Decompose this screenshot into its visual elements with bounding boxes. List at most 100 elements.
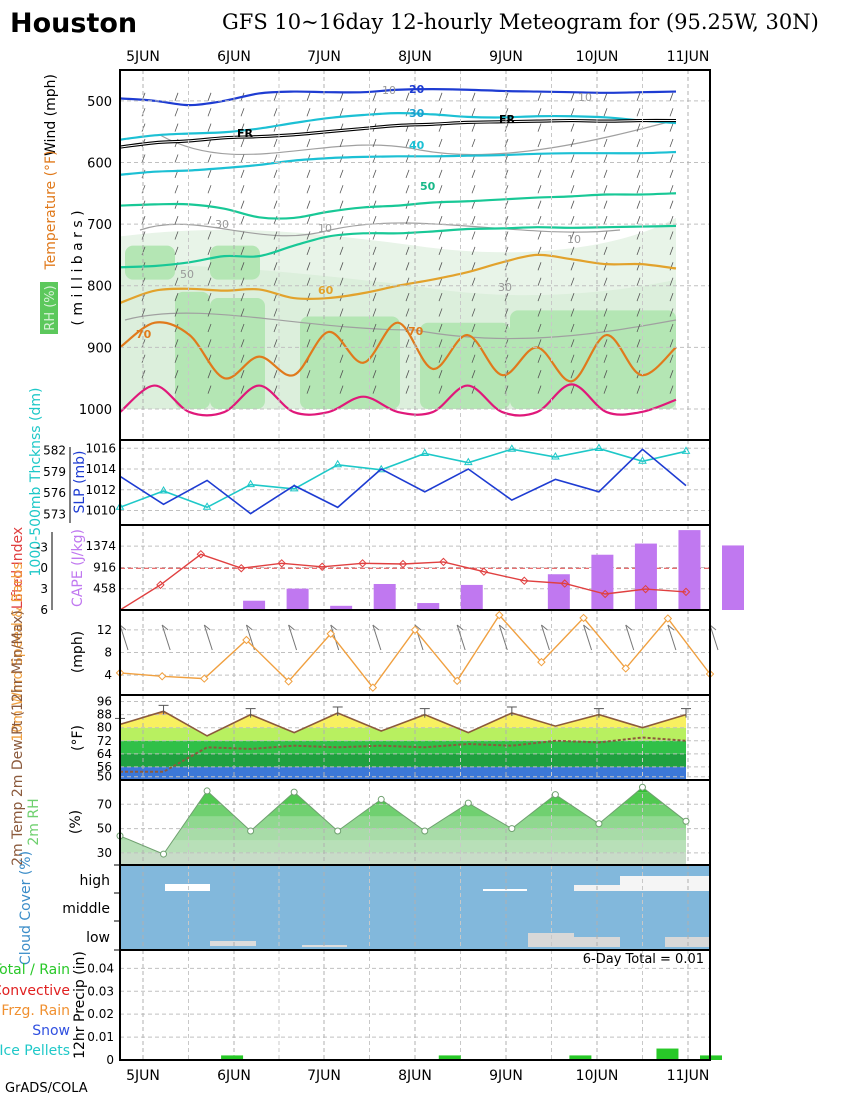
temp-band [120,766,686,780]
wind-barb [438,262,443,271]
surface-wind-barb-flag [541,624,548,631]
precip-tick-label: 0 [106,1053,114,1067]
rh-point [638,783,646,791]
surface-wind-barb [372,624,382,651]
wind-barb [273,169,278,179]
thickness-line [119,447,687,509]
slp-tick-label: 1012 [85,483,116,497]
wind-barb [636,246,641,256]
rh-moist-area [210,245,260,280]
wind-barb [339,339,344,348]
wind-barb [339,92,344,101]
wind-barb [537,231,542,240]
rh-moist-area [125,245,175,280]
wind-barb [438,339,443,348]
thickness-point [507,444,517,452]
wind-barb [174,277,179,286]
surface-wind-barb [161,624,171,651]
wind-barb [669,308,674,317]
wind-barb [372,354,377,363]
wind-barb [207,277,212,286]
meteogram-title: GFS 10~16day 12-hourly Meteogram for (95… [222,10,819,34]
thickness-point [333,459,343,468]
wind-barb [603,246,608,256]
temp-axis-label: 2m Temp 2m Dew Pt (12hr Min/Max) [10,610,26,866]
wind-barb [207,323,212,333]
surface-wind-barb-flag [456,624,464,631]
temp-unit-label: (°F) [70,725,86,751]
lifted-index-point [681,587,691,597]
wind-barb [570,370,575,379]
wind-barb [438,169,443,179]
pressure-tick-label: 900 [87,341,112,356]
precip-tick-label: 0.03 [87,984,114,998]
lifted-index-point [196,550,206,559]
wind-barb [438,385,443,394]
wind-barb [471,323,476,333]
thickness-point [376,464,386,473]
wind-barb [438,185,443,194]
wind-barb [570,169,575,179]
wind-speed-point [537,657,546,667]
wind-barb [471,370,476,379]
rh-band [120,840,686,853]
wind-barb [438,215,443,225]
wind-barb [273,354,278,363]
wind-barb [438,292,443,302]
wind-barb [438,323,443,333]
wind-barb [471,308,476,317]
surface-wind-barb [583,624,593,651]
wind-barb [669,200,674,209]
wind-barb [207,262,212,271]
pressure-tick-label: 600 [87,156,112,171]
wind-barb [537,92,542,101]
wind-barb [207,185,212,194]
lifted-index-point [560,579,569,588]
wind-barb [603,92,608,101]
temp-band [120,753,686,767]
wind-barb [306,323,311,333]
rh-axis-label: 2m RH [26,798,42,845]
rh-band [120,828,686,841]
wind-barb [240,108,245,117]
wind-barb [207,108,212,117]
pressure-axis-label: ( m i l l i b a r s ) [70,210,86,325]
wind-barb [636,185,641,194]
wind-barb [339,185,344,194]
wind-barb [636,385,641,394]
rh-line [119,786,687,855]
li-axis-label: Lifted Index [10,527,26,609]
wind-barb [273,185,278,194]
wind-barb [273,339,278,348]
wind-barb [570,231,575,240]
precip-tick-label: 0.02 [87,1007,114,1021]
wind-barb [372,92,377,101]
thickness-point [159,486,168,494]
wind-barb [636,323,641,333]
wind-barb [537,339,542,348]
wind-barb [207,200,212,209]
cape-bar [460,584,483,610]
rh-band [120,852,686,865]
wind-barb [273,231,278,240]
wind-barb [306,339,311,348]
slp-tick-label: 1014 [85,462,116,476]
wind-barb [174,215,179,225]
wind-barb [603,370,608,379]
wind-barb [537,262,542,271]
wind-barb [603,154,608,163]
wind-speed-point [284,677,293,686]
wind-barb [372,385,377,394]
surface-wind-barb [330,624,340,651]
wind-barb [372,292,377,302]
wind-tick-label: 8 [104,646,112,660]
wind-barb [174,92,179,101]
wind-barb [339,246,344,256]
lifted-index-point [398,559,408,569]
wind-barb [570,277,575,286]
wind-barb [240,200,245,209]
temperature-isotherm [119,321,677,383]
wind-barb [471,138,476,148]
wind-barb [174,185,179,194]
wind-barb [537,385,542,394]
